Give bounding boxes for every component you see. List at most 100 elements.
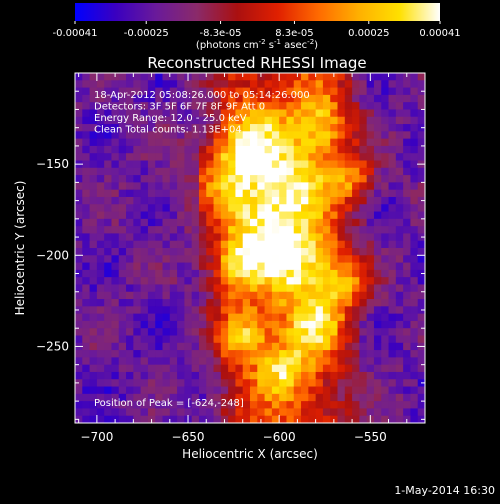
heatmap-cell: [213, 371, 222, 380]
heatmap-cell: [352, 175, 360, 183]
heatmap-cell: [177, 306, 185, 315]
heatmap-cell: [250, 364, 258, 373]
heatmap-cell: [155, 313, 164, 322]
heatmap-cell: [126, 262, 134, 271]
heatmap-cell: [89, 342, 98, 351]
heatmap-cell: [366, 313, 375, 322]
heatmap-cell: [410, 386, 419, 395]
heatmap-cell: [257, 218, 266, 227]
heatmap-cell: [133, 124, 142, 132]
heatmap-cell: [271, 116, 280, 125]
heatmap-cell: [96, 189, 105, 198]
heatmap-cell: [337, 138, 346, 147]
heatmap-cell: [82, 175, 91, 183]
heatmap-cell: [250, 371, 258, 380]
heatmap-cell: [410, 328, 419, 337]
heatmap-cell: [206, 350, 215, 358]
heatmap-cell: [198, 175, 207, 183]
heatmap-cell: [279, 393, 288, 402]
colorbar-tick-label: 0.00041: [419, 28, 460, 39]
heatmap-cell: [169, 393, 178, 402]
heatmap-cell: [366, 131, 375, 140]
heatmap-cell: [337, 87, 346, 96]
heatmap-cell: [337, 167, 346, 176]
heatmap-cell: [352, 386, 360, 395]
heatmap-cell: [417, 226, 425, 235]
heatmap-cell: [118, 328, 127, 337]
heatmap-cell: [257, 233, 266, 242]
heatmap-cell: [308, 262, 317, 271]
heatmap-cell: [96, 379, 105, 388]
heatmap-cell: [75, 131, 83, 140]
heatmap-cell: [191, 386, 200, 395]
heatmap-cell: [359, 306, 368, 315]
heatmap-cell: [322, 350, 331, 358]
heatmap-cell: [104, 109, 113, 118]
heatmap-cell: [308, 109, 317, 118]
heatmap-cell: [111, 109, 120, 118]
heatmap-cell: [322, 299, 331, 307]
heatmap-cell: [235, 408, 244, 417]
heatmap-cell: [140, 255, 149, 264]
heatmap-cell: [286, 393, 295, 402]
heatmap-cell: [395, 320, 404, 329]
heatmap-cell: [169, 415, 178, 423]
heatmap-cell: [184, 313, 193, 322]
heatmap-cell: [198, 415, 207, 423]
heatmap-cell: [242, 145, 251, 154]
heatmap-cell: [322, 364, 331, 373]
heatmap-cell: [250, 175, 258, 183]
heatmap-cell: [184, 94, 193, 103]
heatmap-cell: [279, 379, 288, 388]
heatmap-cell: [147, 167, 156, 176]
heatmap-cell: [301, 218, 309, 227]
heatmap-cell: [228, 350, 237, 358]
heatmap-cell: [118, 306, 127, 315]
heatmap-cell: [395, 248, 404, 256]
heatmap-cell: [250, 233, 258, 242]
heatmap-cell: [220, 102, 229, 111]
heatmap-cell: [293, 109, 302, 118]
heatmap-cell: [169, 131, 178, 140]
heatmap-cell: [147, 87, 156, 96]
heatmap-cell: [271, 211, 280, 220]
heatmap-cell: [381, 364, 390, 373]
heatmap-cell: [257, 364, 266, 373]
heatmap-cell: [242, 160, 251, 169]
heatmap-cell: [250, 145, 258, 154]
heatmap-cell: [140, 124, 149, 132]
heatmap-cell: [250, 182, 258, 191]
heatmap-cell: [206, 87, 215, 96]
heatmap-cell: [330, 342, 339, 351]
heatmap-cell: [96, 153, 105, 162]
heatmap-cell: [344, 153, 353, 162]
heatmap-cell: [169, 167, 178, 176]
heatmap-cell: [220, 350, 229, 358]
heatmap-cell: [213, 226, 222, 235]
heatmap-cell: [257, 160, 266, 169]
heatmap-cell: [89, 357, 98, 366]
heatmap-cell: [344, 386, 353, 395]
heatmap-cell: [198, 328, 207, 337]
heatmap-cell: [366, 269, 375, 278]
heatmap-cell: [89, 80, 98, 89]
heatmap-cell: [184, 116, 193, 125]
heatmap-cell: [271, 328, 280, 337]
heatmap-cell: [359, 328, 368, 337]
heatmap-cell: [82, 328, 91, 337]
heatmap-cell: [381, 328, 390, 337]
heatmap-cell: [366, 248, 375, 256]
heatmap-cell: [228, 167, 237, 176]
heatmap-cell: [395, 94, 404, 103]
heatmap-cell: [301, 371, 309, 380]
heatmap-cell: [155, 306, 164, 315]
heatmap-cell: [344, 204, 353, 213]
heatmap-cell: [264, 73, 273, 81]
heatmap-cell: [366, 255, 375, 264]
heatmap-cell: [264, 299, 273, 307]
heatmap-cell: [322, 233, 331, 242]
heatmap-cell: [242, 277, 251, 286]
heatmap-cell: [322, 313, 331, 322]
heatmap-cell: [198, 94, 207, 103]
heatmap-cell: [104, 145, 113, 154]
